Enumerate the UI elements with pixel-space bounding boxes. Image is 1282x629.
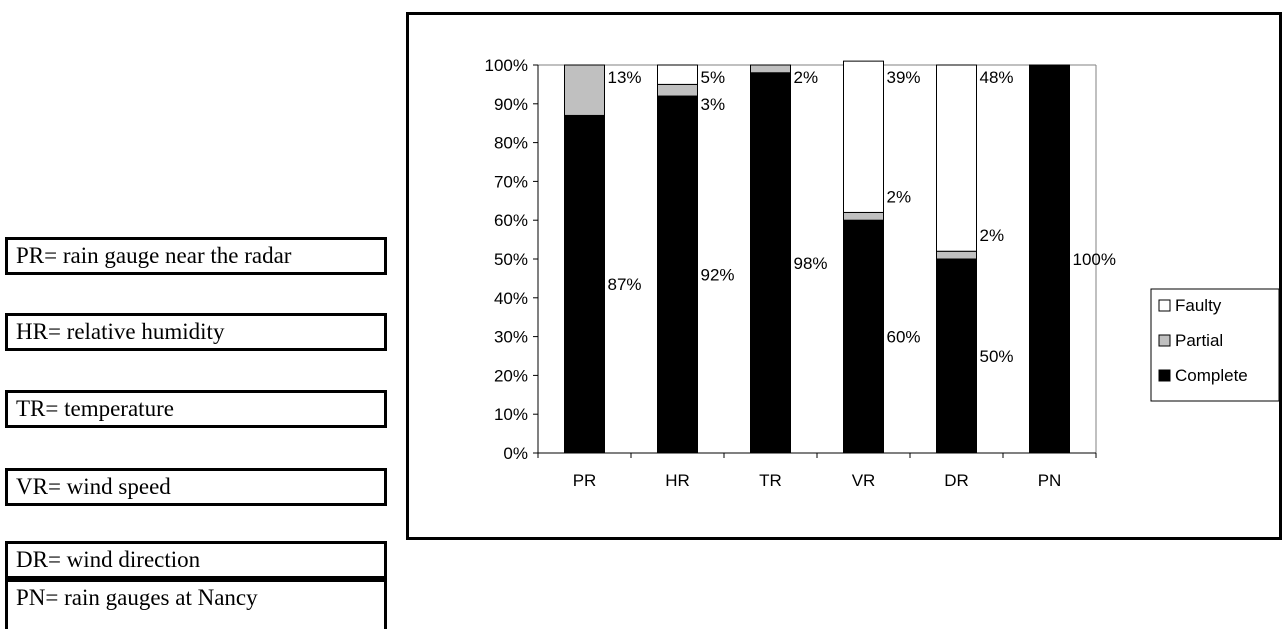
bar-segment-partial-vr [843, 211, 884, 221]
legend-label-complete: Complete [1175, 366, 1248, 385]
data-label-pr: 87% [608, 275, 642, 294]
data-label-hr: 5% [701, 68, 726, 87]
bar-segment-complete-tr [750, 72, 791, 454]
legend-swatch-partial [1158, 334, 1171, 347]
data-label-dr: 48% [980, 68, 1014, 87]
y-tick-label: 40% [494, 289, 528, 308]
y-tick-label: 30% [494, 328, 528, 347]
data-label-vr: 39% [887, 68, 921, 87]
data-label-dr: 2% [980, 226, 1005, 245]
legend-swatch-complete [1158, 369, 1171, 382]
data-label-tr: 2% [794, 68, 819, 87]
abbrev-box-pr: PR= rain gauge near the radar [5, 237, 387, 275]
bar-segment-faulty-vr [843, 60, 884, 213]
bar-segment-partial-tr [750, 64, 791, 74]
data-label-vr: 2% [887, 187, 912, 206]
bar-segment-complete-hr [657, 95, 698, 454]
data-label-hr: 3% [701, 95, 726, 114]
legend-swatch-faulty [1158, 299, 1171, 312]
abbrev-text: PR= rain gauge near the radar [16, 243, 292, 268]
bar-segment-partial-dr [936, 250, 977, 260]
abbrev-box-hr: HR= relative humidity [5, 313, 387, 351]
legend-box [1150, 288, 1279, 402]
abbrev-box-pn: PN= rain gauges at Nancy [5, 579, 387, 629]
y-tick-label: 80% [494, 134, 528, 153]
bar-segment-faulty-hr [657, 64, 698, 85]
chart-frame: 0% 10% 20% 30% 40% 50% 60% 70% 80% 90% 100% PR HR TR V… [406, 12, 1282, 540]
x-category-label: PN [1038, 471, 1062, 490]
y-tick-label: 50% [494, 250, 528, 269]
y-tick-label: 90% [494, 95, 528, 114]
abbrev-text: DR= wind direction [16, 547, 201, 572]
bar-segment-complete-pn [1029, 64, 1070, 454]
abbrev-box-vr: VR= wind speed [5, 468, 387, 506]
legend-label-faulty: Faulty [1175, 296, 1222, 315]
data-label-pn: 100% [1073, 250, 1116, 269]
y-tick-label: 70% [494, 172, 528, 191]
x-category-label: VR [852, 471, 876, 490]
abbrev-box-dr: DR= wind direction [5, 541, 387, 579]
data-label-vr: 60% [887, 328, 921, 347]
abbrev-text: VR= wind speed [16, 474, 171, 499]
bar-segment-complete-vr [843, 219, 884, 454]
abbrev-text: PN= rain gauges at Nancy [16, 585, 258, 610]
y-tick-label: 60% [494, 211, 528, 230]
data-label-pr: 13% [608, 68, 642, 87]
data-label-hr: 92% [701, 266, 735, 285]
abbrev-box-tr: TR= temperature [5, 390, 387, 428]
y-tick-label: 100% [485, 56, 528, 75]
data-label-tr: 98% [794, 254, 828, 273]
x-category-label: TR [759, 471, 782, 490]
abbrev-text: TR= temperature [16, 396, 174, 421]
x-category-label: PR [573, 471, 597, 490]
y-tick-label: 20% [494, 366, 528, 385]
data-label-dr: 50% [980, 347, 1014, 366]
bar-segment-complete-dr [936, 258, 977, 454]
y-tick-label: 0% [503, 444, 528, 463]
y-tick-label: 10% [494, 405, 528, 424]
bar-segment-faulty-dr [936, 64, 977, 252]
abbrev-text: HR= relative humidity [16, 319, 225, 344]
bar-segment-partial-pr [564, 64, 605, 116]
x-category-label: HR [665, 471, 690, 490]
legend-label-partial: Partial [1175, 331, 1223, 350]
stacked-bar-chart: 0% 10% 20% 30% 40% 50% 60% 70% 80% 90% 100% PR HR TR V… [485, 56, 1279, 490]
bar-segment-partial-hr [657, 83, 698, 97]
bar-segment-complete-pr [564, 114, 605, 454]
x-category-label: DR [944, 471, 969, 490]
